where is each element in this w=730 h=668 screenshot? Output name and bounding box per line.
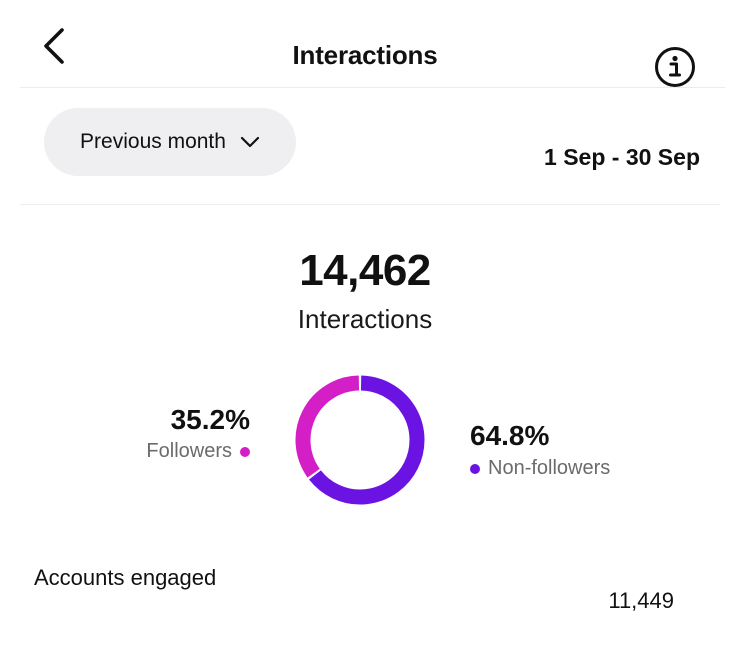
chevron-left-icon [44,28,64,64]
followers-dot-icon [240,446,250,457]
filter-divider [20,204,720,205]
date-range: 1 Sep - 30 Sep [544,144,700,170]
followers-legend: Followers [146,440,250,463]
info-button[interactable] [654,46,696,88]
donut-slice-followers [295,375,360,478]
followers-label: Followers [146,440,232,462]
chevron-down-icon [240,136,260,148]
interactions-label: Interactions [297,304,433,334]
non-followers-percent: 64.8% [470,420,550,451]
accounts-engaged-value: 11,449 [608,588,674,613]
page-title: Interactions [292,40,438,70]
accounts-engaged-label: Accounts engaged [34,565,217,590]
donut-slice-non-followers [309,375,425,505]
interactions-total: 14,462 [299,246,431,295]
non-followers-legend: Non-followers [470,457,610,480]
back-button[interactable] [40,26,72,66]
interactions-donut-chart [295,375,425,505]
period-dropdown-label: Previous month [80,130,226,153]
non-followers-label: Non-followers [488,457,611,479]
period-dropdown[interactable]: Previous month [44,108,296,176]
info-icon [655,47,695,87]
header-divider [20,87,725,88]
followers-percent: 35.2% [170,404,250,435]
non-followers-dot-icon [470,463,480,474]
